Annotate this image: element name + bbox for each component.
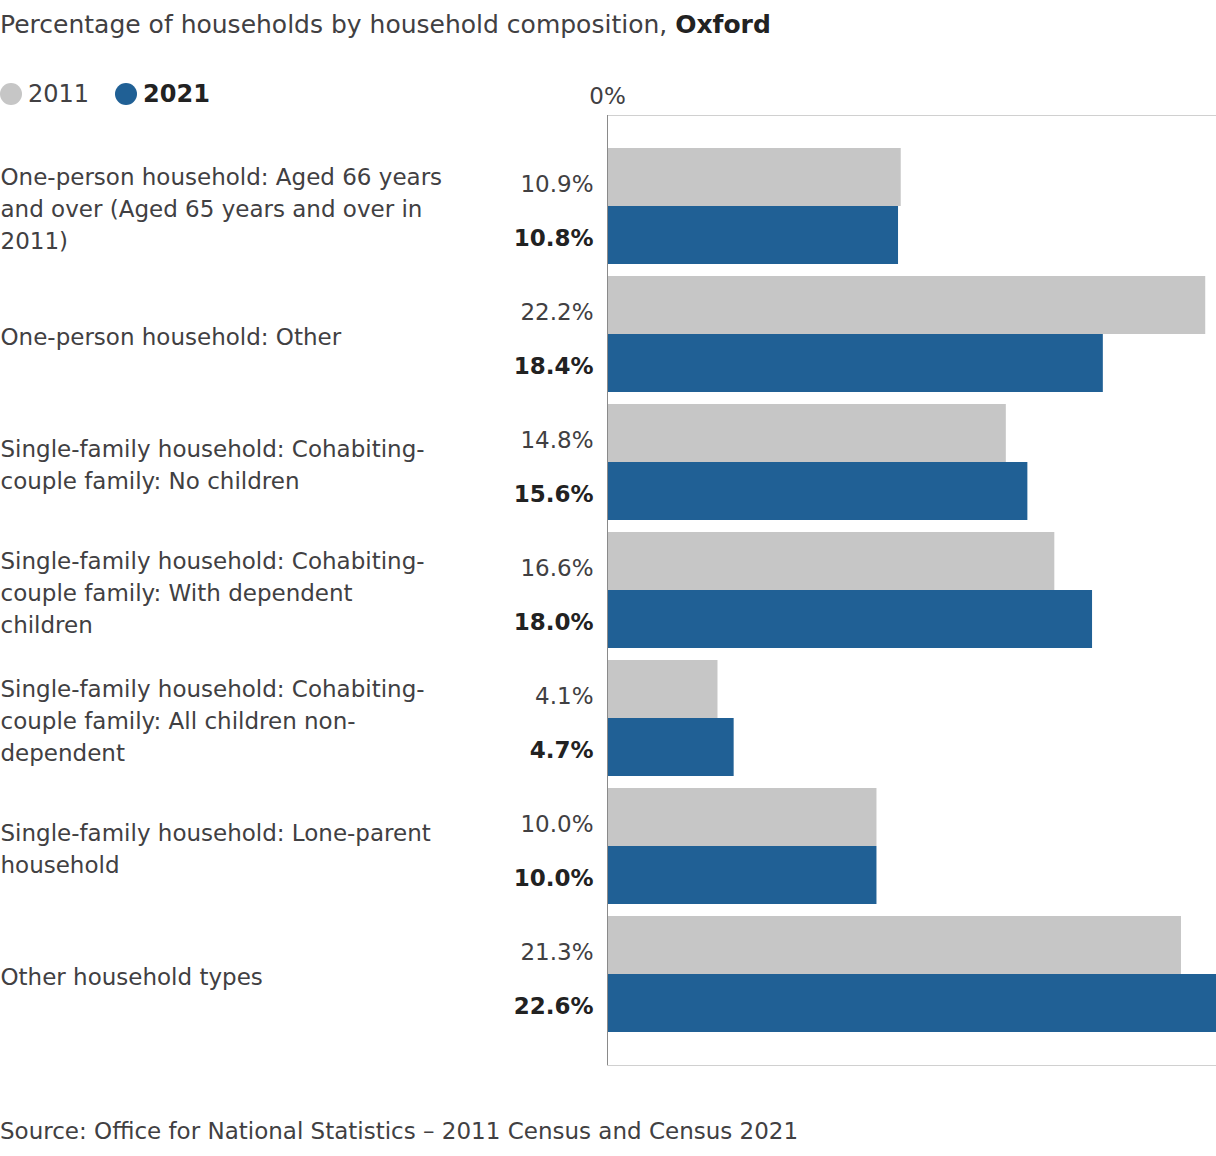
svg-text:14.8%: 14.8%	[520, 427, 593, 453]
html-text:2021: 2021	[143, 80, 210, 108]
svg-text:One-person household: Aged 66: One-person household: Aged 66 yearsand o…	[1, 164, 443, 254]
html-text:Percentage of households by ho: Percentage of households by household co…	[0, 10, 771, 39]
svg-text:16.6%: 16.6%	[520, 555, 593, 581]
svg-text:10.0%: 10.0%	[520, 811, 593, 837]
html-text:Source: Office for National St: Source: Office for National Statistics –…	[0, 1118, 799, 1144]
svg-text:22.6%: 22.6%	[514, 993, 594, 1019]
svg-text:Single-family household: Cohab: Single-family household: Cohabiting-coup…	[1, 676, 425, 766]
svg-text:Other household types: Other household types	[1, 964, 263, 990]
svg-text:4.7%: 4.7%	[530, 737, 594, 763]
svg-text:Single-family household: Lone-: Single-family household: Lone-parenthous…	[1, 820, 431, 878]
html-text:2011: 2011	[28, 80, 90, 108]
svg-text:10.9%: 10.9%	[520, 171, 593, 197]
svg-text:10.0%: 10.0%	[514, 865, 594, 891]
svg-text:Single-family household: Cohab: Single-family household: Cohabiting-coup…	[1, 548, 425, 638]
svg-text:22.2%: 22.2%	[520, 299, 593, 325]
svg-text:15.6%: 15.6%	[514, 481, 594, 507]
svg-text:0%: 0%	[589, 83, 626, 109]
svg-text:18.4%: 18.4%	[514, 353, 594, 379]
svg-text:4.1%: 4.1%	[535, 683, 593, 709]
svg-text:21.3%: 21.3%	[520, 939, 593, 965]
svg-text:10.8%: 10.8%	[514, 225, 594, 251]
svg-text:Single-family household: Cohab: Single-family household: Cohabiting-coup…	[1, 436, 425, 494]
svg-text:18.0%: 18.0%	[514, 609, 594, 635]
svg-text:One-person household: Other: One-person household: Other	[1, 324, 342, 350]
